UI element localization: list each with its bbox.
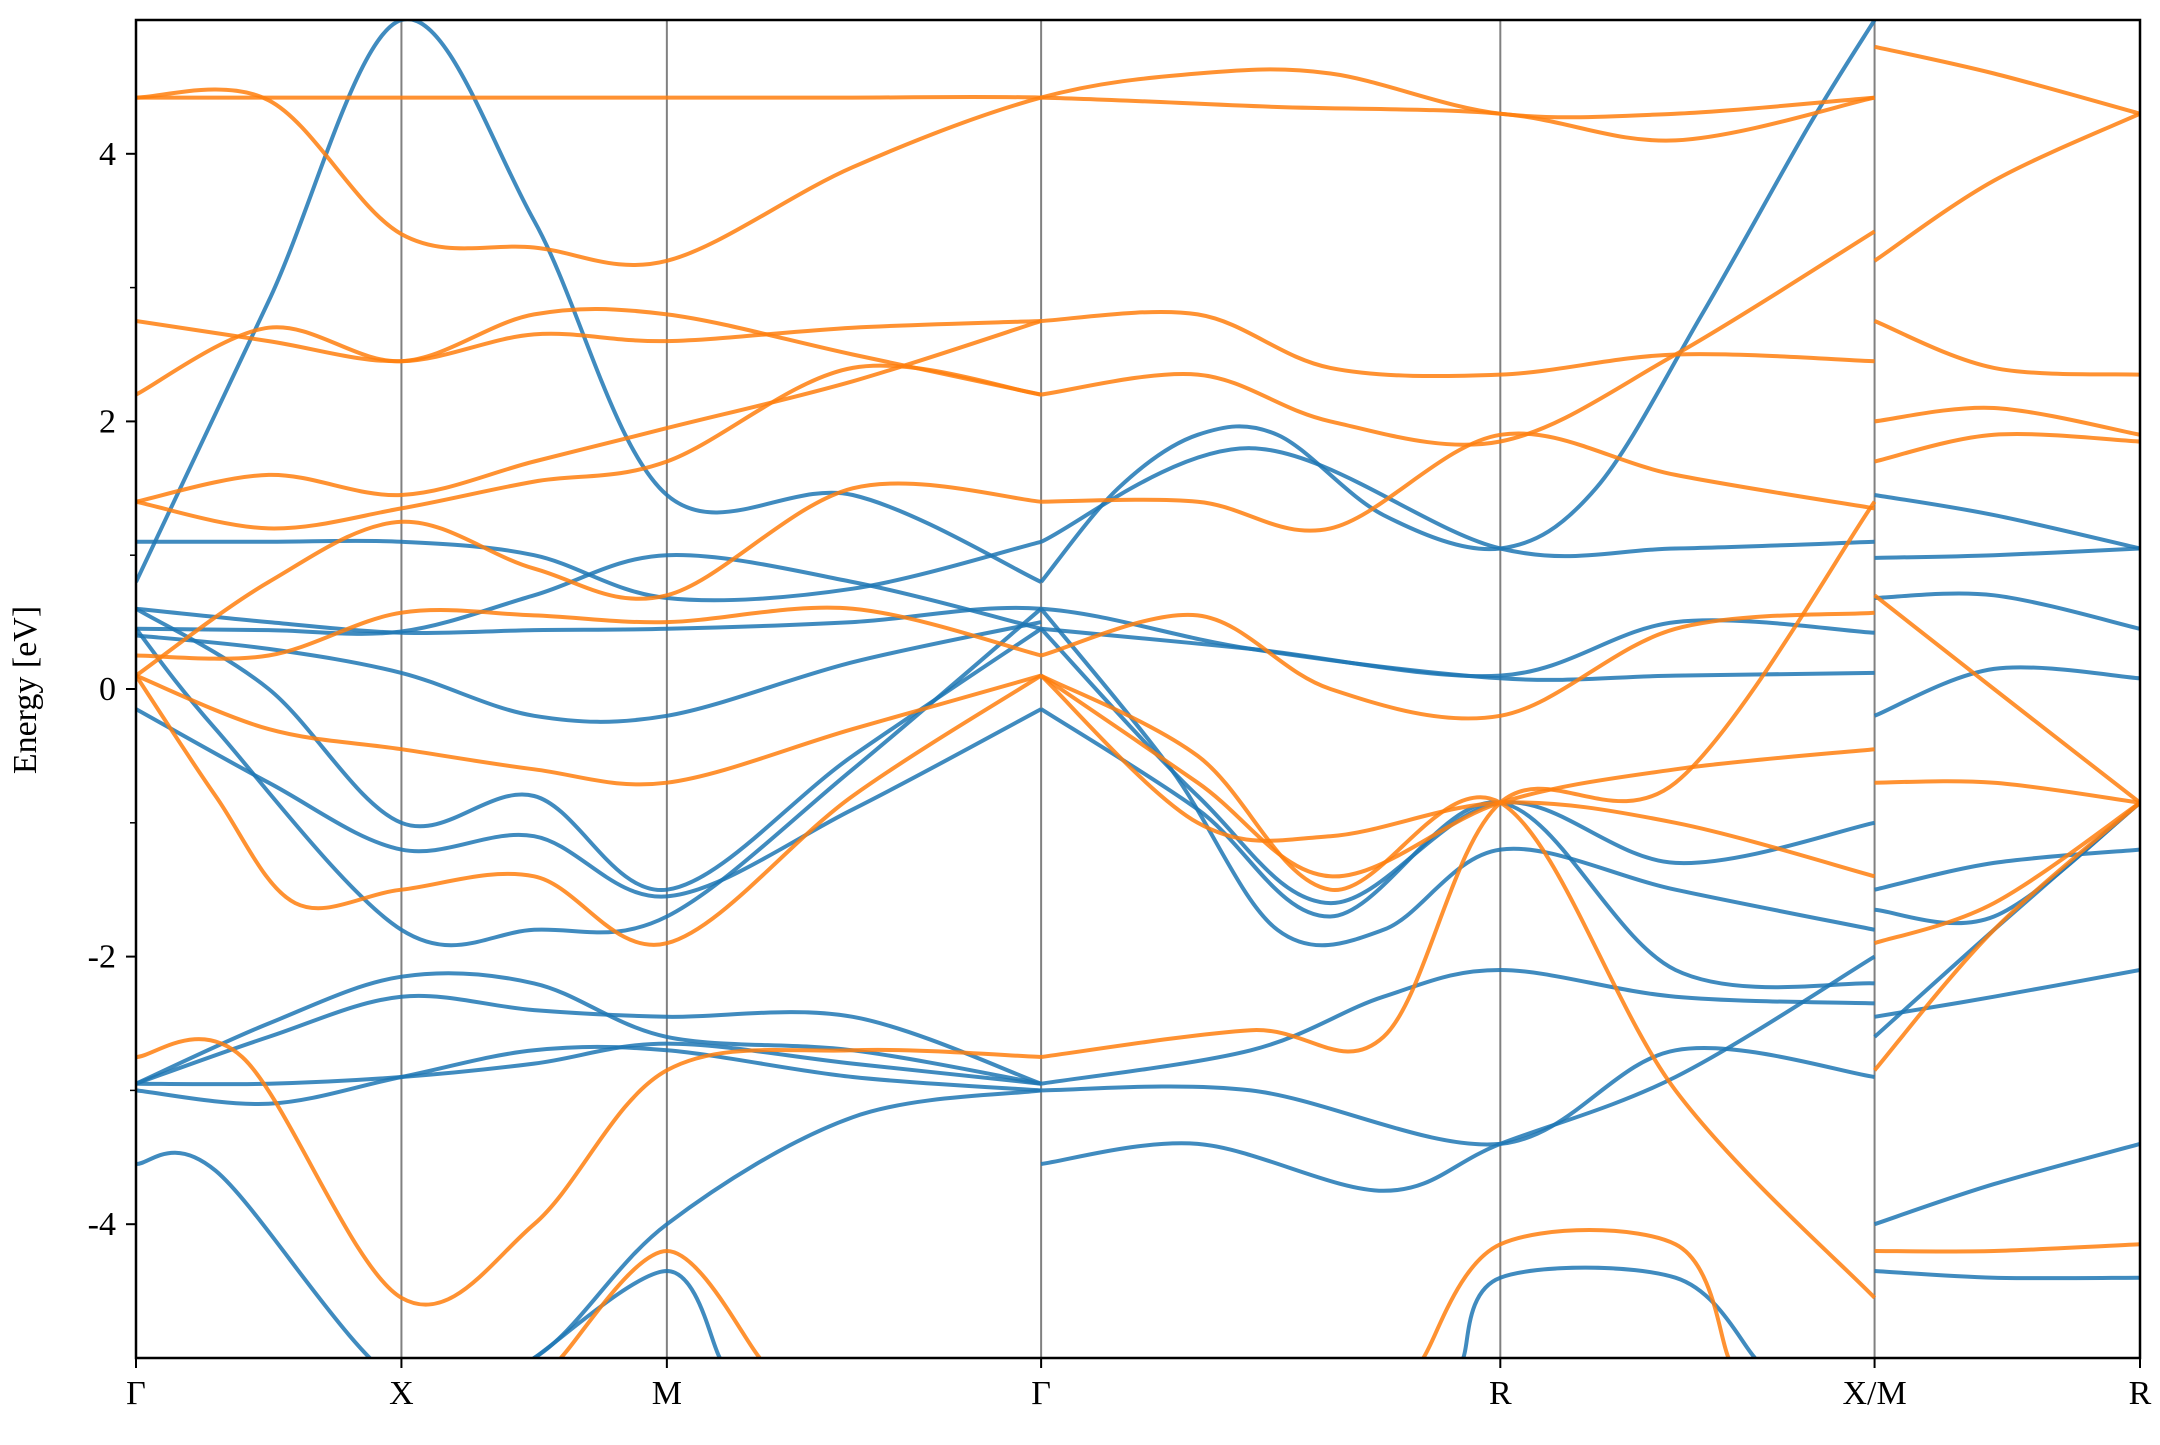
band-line	[1873, 801, 2140, 1072]
band-line	[1040, 954, 1876, 1193]
band-line	[1873, 1141, 2140, 1227]
band-line	[136, 1088, 1042, 1358]
band-line	[1039, 20, 1877, 584]
band-line	[1461, 1265, 1757, 1358]
band-line	[1874, 847, 2140, 892]
band-line	[1874, 405, 2140, 437]
band-line	[1874, 968, 2140, 1019]
band-line	[533, 1269, 722, 1358]
y-tick-label: 4	[99, 136, 116, 173]
band-line	[1873, 319, 2140, 377]
band-line	[1040, 673, 1877, 1300]
band-line	[136, 620, 1042, 724]
band-line	[1874, 779, 2140, 805]
band-line	[1040, 968, 1875, 1086]
x-tick-label: X/M	[1842, 1375, 1906, 1412]
band-line	[1874, 591, 2140, 631]
bands-group	[136, 20, 2140, 1358]
y-tick-label: 2	[99, 403, 116, 440]
x-tick-label: R	[1489, 1375, 1512, 1412]
band-line	[136, 606, 1043, 892]
band-line	[559, 1249, 762, 1358]
band-line	[136, 971, 1042, 1086]
band-line	[136, 607, 1043, 948]
x-tick-label: M	[652, 1375, 682, 1412]
band-line	[136, 605, 1042, 661]
x-tick-label: R	[2129, 1375, 2152, 1412]
band-line	[136, 363, 1042, 531]
x-tick-label: Γ	[126, 1375, 146, 1412]
band-series-0	[136, 20, 2140, 1358]
band-line	[1041, 309, 1875, 379]
band-series-1	[136, 44, 2140, 1358]
band-line	[1421, 1228, 1731, 1358]
band-line	[1040, 610, 1875, 721]
band-line	[136, 673, 1042, 787]
band-line	[1873, 111, 2140, 263]
band-line	[1039, 674, 1876, 879]
band-line	[1874, 432, 2140, 464]
band-line	[1873, 801, 2140, 946]
band-line	[136, 673, 1043, 947]
band-line	[136, 319, 1042, 364]
x-tick-label: Γ	[1031, 1375, 1051, 1412]
band-line	[136, 1037, 1042, 1307]
band-line	[1039, 607, 1875, 948]
band-line	[136, 538, 1042, 603]
band-line	[1873, 593, 2140, 805]
band-line	[1039, 673, 1875, 879]
band-line	[1874, 1242, 2140, 1254]
band-line	[136, 67, 1875, 267]
band-line	[1874, 546, 2140, 560]
band-line	[1873, 665, 2140, 718]
band-line	[1040, 707, 1875, 990]
band-line	[136, 319, 1042, 504]
band-line	[1040, 500, 1877, 1059]
band-line	[136, 1044, 1042, 1107]
y-axis-label: Energy [eV]	[7, 606, 44, 774]
band-line	[136, 306, 1042, 397]
band-line	[1874, 44, 2140, 116]
y-tick-label: -2	[88, 939, 116, 976]
x-tick-label: X	[389, 1375, 414, 1412]
band-line	[1040, 446, 1875, 559]
plot-frame	[134, 18, 2142, 1360]
band-line	[1874, 1269, 2140, 1281]
band-line	[136, 94, 1876, 143]
band-line	[136, 553, 1042, 636]
band-line	[1041, 431, 1875, 533]
band-line	[1040, 229, 1876, 447]
band-line	[1039, 627, 1875, 906]
band-line	[1040, 618, 1875, 679]
band-line	[136, 481, 1042, 678]
band-line	[1874, 493, 2140, 551]
band-line	[136, 1041, 1042, 1087]
y-tick-label: 0	[99, 671, 116, 708]
band-line	[136, 993, 1042, 1086]
band-line	[136, 707, 1043, 899]
y-tick-label: -4	[88, 1206, 116, 1243]
band-line	[1041, 1046, 1875, 1147]
